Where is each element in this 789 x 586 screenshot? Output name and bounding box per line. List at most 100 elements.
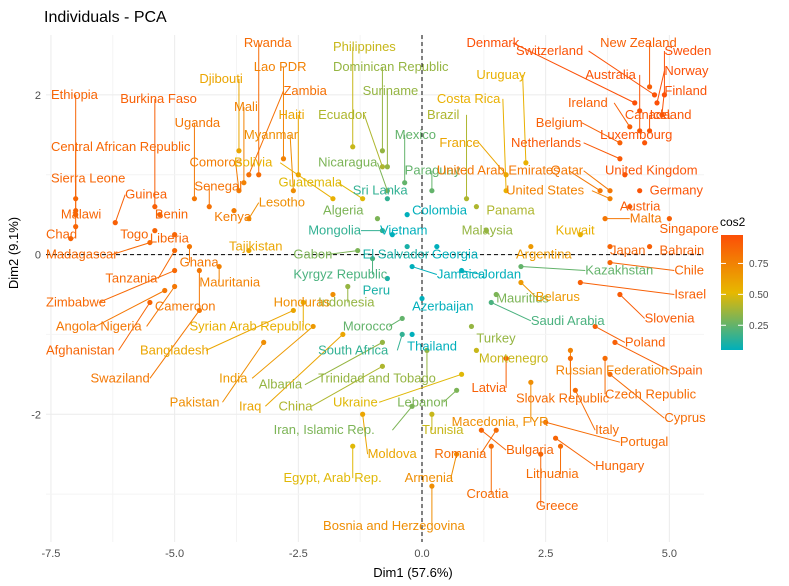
data-point xyxy=(172,283,178,290)
point-label: Croatia xyxy=(467,486,510,501)
data-point xyxy=(602,216,608,222)
data-point xyxy=(503,355,509,361)
point-label: Zambia xyxy=(283,83,327,98)
point-label: Czech Republic xyxy=(605,386,697,401)
data-point xyxy=(147,239,153,246)
label-segment xyxy=(157,250,176,279)
label-segment xyxy=(574,390,596,431)
point-label: Russian Federation xyxy=(556,362,669,377)
point-label: Ghana xyxy=(180,255,220,270)
point-label: Brazil xyxy=(427,107,460,122)
point-label: Malta xyxy=(630,211,663,226)
point-label: Belarus xyxy=(536,289,581,304)
x-tick-label: -5.0 xyxy=(165,548,184,560)
data-point xyxy=(256,172,262,178)
data-point xyxy=(384,196,390,202)
point-label: Colombia xyxy=(412,203,468,218)
x-tick-label: -2.5 xyxy=(289,548,308,560)
label-segment xyxy=(588,50,655,96)
point-label: Jamaica xyxy=(437,267,486,282)
point-label: Comoros xyxy=(189,155,242,170)
point-label: Qatar xyxy=(551,163,584,178)
point-label: Paraguay xyxy=(405,163,461,178)
data-point xyxy=(518,279,524,286)
data-point xyxy=(463,196,470,202)
point-label: Madagascar xyxy=(46,247,118,262)
label-segment xyxy=(619,294,645,319)
label-segment xyxy=(614,341,670,371)
data-point xyxy=(384,164,390,170)
point-label: Panama xyxy=(486,203,535,218)
label-segment xyxy=(568,170,601,192)
data-point xyxy=(661,92,668,98)
point-label: South Africa xyxy=(318,342,389,357)
data-point xyxy=(404,212,410,218)
data-point xyxy=(384,188,390,194)
data-point xyxy=(478,427,484,433)
point-label: Costa Rica xyxy=(437,91,501,106)
data-point xyxy=(350,144,356,150)
data-point xyxy=(231,208,237,214)
data-point xyxy=(607,196,613,202)
y-tick-labels: 2 0 -2 xyxy=(31,90,41,421)
point-label: Turkey xyxy=(476,330,516,345)
data-point xyxy=(112,220,118,226)
label-segment xyxy=(522,74,527,163)
label-segment xyxy=(478,142,507,176)
point-label: Benin xyxy=(155,207,188,222)
label-segment xyxy=(304,341,383,386)
label-segment xyxy=(443,389,457,403)
point-label: Greece xyxy=(536,498,579,513)
point-label: Lao PDR xyxy=(254,59,307,74)
point-label: Ecuador xyxy=(318,107,367,122)
data-point xyxy=(473,347,480,353)
point-label: Mali xyxy=(234,99,258,114)
data-point xyxy=(409,263,415,270)
point-label: Ethiopia xyxy=(51,87,99,102)
data-point xyxy=(246,216,252,222)
data-point xyxy=(206,204,212,210)
data-point xyxy=(360,411,366,417)
point-label: Myanmar xyxy=(244,127,299,142)
point-label: Chile xyxy=(674,263,704,278)
label-segment xyxy=(609,373,665,419)
point-label: Ukraine xyxy=(333,394,378,409)
data-point xyxy=(330,196,336,202)
data-point xyxy=(572,387,578,393)
data-point xyxy=(409,403,415,409)
point-label: Mauritius xyxy=(496,290,549,305)
point-label: Kenya xyxy=(214,209,252,224)
data-point xyxy=(216,263,222,270)
data-point xyxy=(384,275,390,282)
point-label: United Arab Emirates xyxy=(437,163,560,178)
point-label: Hungary xyxy=(595,458,645,473)
label-segment xyxy=(583,142,621,160)
label-segment xyxy=(149,310,200,379)
data-point xyxy=(632,100,638,106)
data-point xyxy=(73,212,79,218)
label-segment xyxy=(594,325,626,343)
data-point xyxy=(607,371,613,377)
data-point xyxy=(236,188,242,194)
label-segment xyxy=(362,414,369,455)
data-point xyxy=(468,323,475,330)
point-label: Slovak Republic xyxy=(516,390,610,405)
point-label: Vietnam xyxy=(380,223,427,238)
label-segment xyxy=(580,282,675,295)
data-point xyxy=(454,451,460,457)
point-label: Austria xyxy=(620,199,661,214)
data-point xyxy=(379,148,386,154)
point-label: Kuwait xyxy=(556,223,595,238)
data-point xyxy=(483,228,489,234)
legend-tick-label: 0.25 xyxy=(749,321,769,332)
data-point xyxy=(345,283,351,290)
point-label: Bahrain xyxy=(659,243,704,258)
data-point xyxy=(454,387,460,393)
point-label: Azerbaijan xyxy=(412,298,473,313)
point-label: Canada xyxy=(625,107,671,122)
data-point xyxy=(350,443,356,449)
point-label: France xyxy=(439,135,479,150)
point-label: Iran, Islamic Rep. xyxy=(274,422,375,437)
data-point xyxy=(246,247,252,254)
x-tick-label: 5.0 xyxy=(662,548,677,560)
